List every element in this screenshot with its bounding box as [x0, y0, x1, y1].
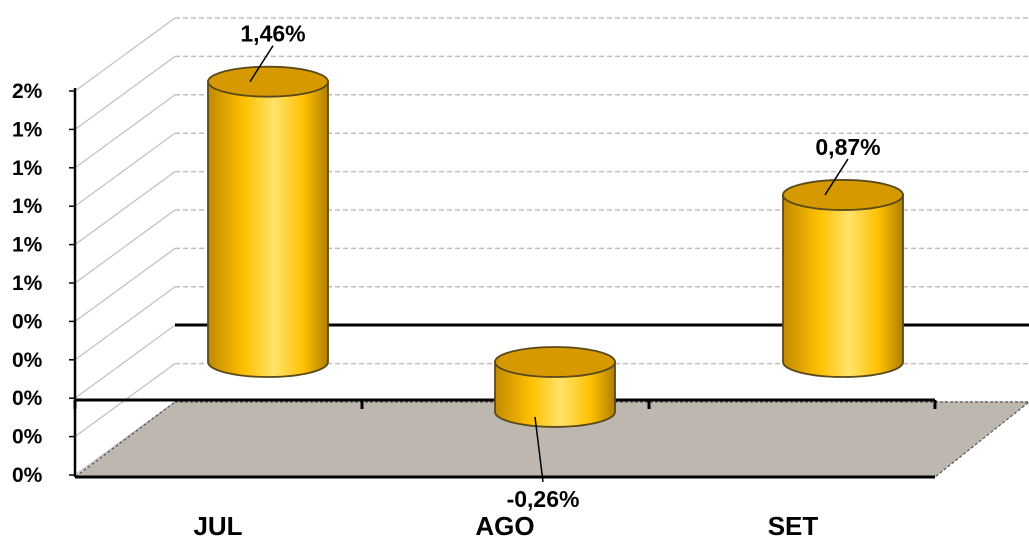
y-tick-label: 0% — [12, 426, 43, 449]
data-label: 1,46% — [240, 21, 305, 47]
bar-jul — [207, 65, 329, 378]
side-wall-gridline — [74, 94, 176, 169]
x-category-label: AGO — [475, 511, 534, 537]
x-category-label: SET — [768, 511, 819, 537]
data-label: -0,26% — [507, 486, 580, 512]
side-wall-gridline — [74, 247, 176, 322]
side-wall-gridline — [74, 17, 176, 92]
floor-plane — [73, 401, 1029, 478]
bar-ago — [494, 346, 616, 428]
y-tick-label: 1% — [12, 157, 43, 180]
x-category-label: JUL — [193, 511, 242, 537]
bar-set — [782, 179, 904, 378]
bar-body — [207, 80, 329, 378]
bar-top — [782, 179, 904, 211]
y-tick-label: 1% — [12, 118, 43, 141]
y-tick-label: 1% — [12, 272, 43, 295]
y-tick-label: 0% — [12, 387, 43, 410]
side-wall-gridline — [74, 171, 176, 246]
bar-body — [494, 361, 616, 428]
side-wall-gridline — [74, 286, 176, 361]
side-wall-gridline — [74, 132, 176, 207]
side-wall-gridline — [74, 324, 176, 399]
data-label-leader — [249, 45, 274, 83]
bar-top — [207, 65, 329, 98]
bars — [207, 65, 904, 428]
y-tick-label: 0% — [12, 464, 43, 487]
side-wall-gridline — [74, 55, 176, 130]
side-wall-gridline — [74, 209, 176, 284]
data-labels: 1,46% -0,26% 0,87% — [240, 21, 880, 512]
y-axis-tick-labels: 0% 0% 0% 0% 0% 1% 1% 1% 1% 1% 2% — [12, 80, 43, 487]
bar-top — [494, 346, 616, 378]
bar-body — [782, 194, 904, 378]
y-tick-label: 0% — [12, 349, 43, 372]
y-tick-label: 1% — [12, 234, 43, 257]
data-label-leader — [824, 158, 849, 196]
side-wall-gridline — [74, 401, 176, 476]
y-tick-label: 0% — [12, 310, 43, 333]
data-label: 0,87% — [815, 134, 880, 160]
chart-floor — [73, 401, 1029, 478]
x-axis-category-labels: JUL AGO SET — [193, 511, 818, 537]
y-tick-label: 2% — [12, 80, 43, 103]
y-tick-label: 1% — [12, 195, 43, 218]
data-label-leader — [534, 416, 544, 483]
